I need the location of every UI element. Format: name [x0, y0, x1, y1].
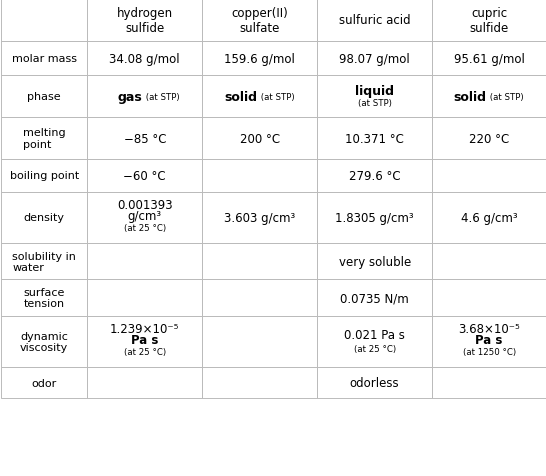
Text: 0.001393: 0.001393 [117, 198, 173, 211]
Bar [317, 0, 432, 42]
Text: 4.6 g/cm³: 4.6 g/cm³ [461, 211, 518, 225]
Text: dynamic
viscosity: dynamic viscosity [20, 331, 68, 353]
Bar [1, 0, 87, 42]
Text: 3.68×10⁻⁵: 3.68×10⁻⁵ [458, 322, 520, 335]
Text: (at STP): (at STP) [258, 93, 295, 101]
Bar [202, 367, 317, 398]
Bar [1, 42, 87, 76]
Text: 95.61 g/mol: 95.61 g/mol [454, 52, 525, 66]
Text: (at 25 °C): (at 25 °C) [354, 344, 396, 353]
Bar [432, 280, 546, 316]
Text: cupric
sulfide: cupric sulfide [470, 7, 509, 35]
Bar [202, 316, 317, 367]
Bar [432, 118, 546, 160]
Bar [87, 192, 202, 244]
Text: Pa s: Pa s [476, 333, 503, 346]
Bar [432, 42, 546, 76]
Text: 200 °C: 200 °C [240, 132, 280, 146]
Text: solubility in
water: solubility in water [13, 251, 76, 273]
Bar [432, 160, 546, 192]
Bar [1, 316, 87, 367]
Bar [317, 42, 432, 76]
Text: odor: odor [32, 378, 57, 388]
Bar [202, 0, 317, 42]
Bar [87, 244, 202, 280]
Text: copper(II)
sulfate: copper(II) sulfate [232, 7, 288, 35]
Bar [87, 367, 202, 398]
Text: sulfuric acid: sulfuric acid [339, 14, 411, 28]
Bar [317, 118, 432, 160]
Text: density: density [23, 213, 65, 223]
Bar [432, 244, 546, 280]
Bar [317, 280, 432, 316]
Bar [317, 76, 432, 118]
Text: 3.603 g/cm³: 3.603 g/cm³ [224, 211, 295, 225]
Text: 10.371 °C: 10.371 °C [345, 132, 404, 146]
Bar [202, 160, 317, 192]
Bar [202, 118, 317, 160]
Bar [317, 192, 432, 244]
Text: (at STP): (at STP) [488, 93, 524, 101]
Bar [87, 280, 202, 316]
Text: odorless: odorless [350, 377, 400, 389]
Text: surface
tension: surface tension [23, 287, 65, 309]
Text: 279.6 °C: 279.6 °C [349, 169, 400, 183]
Bar [87, 76, 202, 118]
Text: (at 25 °C): (at 25 °C) [124, 224, 166, 233]
Text: molar mass: molar mass [11, 54, 77, 64]
Text: very soluble: very soluble [339, 255, 411, 268]
Bar [87, 118, 202, 160]
Text: (at 1250 °C): (at 1250 °C) [462, 348, 515, 357]
Bar [317, 316, 432, 367]
Text: 34.08 g/mol: 34.08 g/mol [109, 52, 180, 66]
Bar [87, 316, 202, 367]
Text: boiling point: boiling point [10, 171, 79, 181]
Bar [202, 192, 317, 244]
Text: 0.0735 N/m: 0.0735 N/m [340, 291, 409, 305]
Bar [202, 244, 317, 280]
Text: (at STP): (at STP) [358, 99, 391, 108]
Bar [432, 316, 546, 367]
Bar [87, 0, 202, 42]
Text: Pa s: Pa s [131, 333, 158, 346]
Text: (at 25 °C): (at 25 °C) [124, 348, 166, 357]
Bar [202, 42, 317, 76]
Text: −85 °C: −85 °C [123, 132, 166, 146]
Bar [317, 160, 432, 192]
Bar [1, 192, 87, 244]
Text: solid: solid [224, 90, 257, 104]
Bar [1, 160, 87, 192]
Bar [1, 76, 87, 118]
Text: 0.021 Pa s: 0.021 Pa s [344, 328, 405, 342]
Text: hydrogen
sulfide: hydrogen sulfide [117, 7, 173, 35]
Bar [202, 76, 317, 118]
Bar [87, 42, 202, 76]
Bar [432, 0, 546, 42]
Bar [202, 280, 317, 316]
Bar [317, 244, 432, 280]
Text: 98.07 g/mol: 98.07 g/mol [339, 52, 410, 66]
Bar [432, 76, 546, 118]
Text: 1.239×10⁻⁵: 1.239×10⁻⁵ [110, 322, 180, 335]
Bar [432, 367, 546, 398]
Bar [1, 280, 87, 316]
Bar [1, 118, 87, 160]
Text: −60 °C: −60 °C [123, 169, 166, 183]
Bar [432, 192, 546, 244]
Text: gas: gas [117, 90, 142, 104]
Text: phase: phase [27, 92, 61, 102]
Text: g/cm³: g/cm³ [128, 209, 162, 222]
Text: melting
point: melting point [23, 128, 66, 150]
Bar [1, 367, 87, 398]
Text: 220 °C: 220 °C [469, 132, 509, 146]
Bar [317, 367, 432, 398]
Text: 159.6 g/mol: 159.6 g/mol [224, 52, 295, 66]
Bar [1, 244, 87, 280]
Bar [87, 160, 202, 192]
Text: liquid: liquid [355, 84, 394, 98]
Text: (at STP): (at STP) [143, 93, 180, 101]
Text: solid: solid [453, 90, 486, 104]
Text: 1.8305 g/cm³: 1.8305 g/cm³ [335, 211, 414, 225]
